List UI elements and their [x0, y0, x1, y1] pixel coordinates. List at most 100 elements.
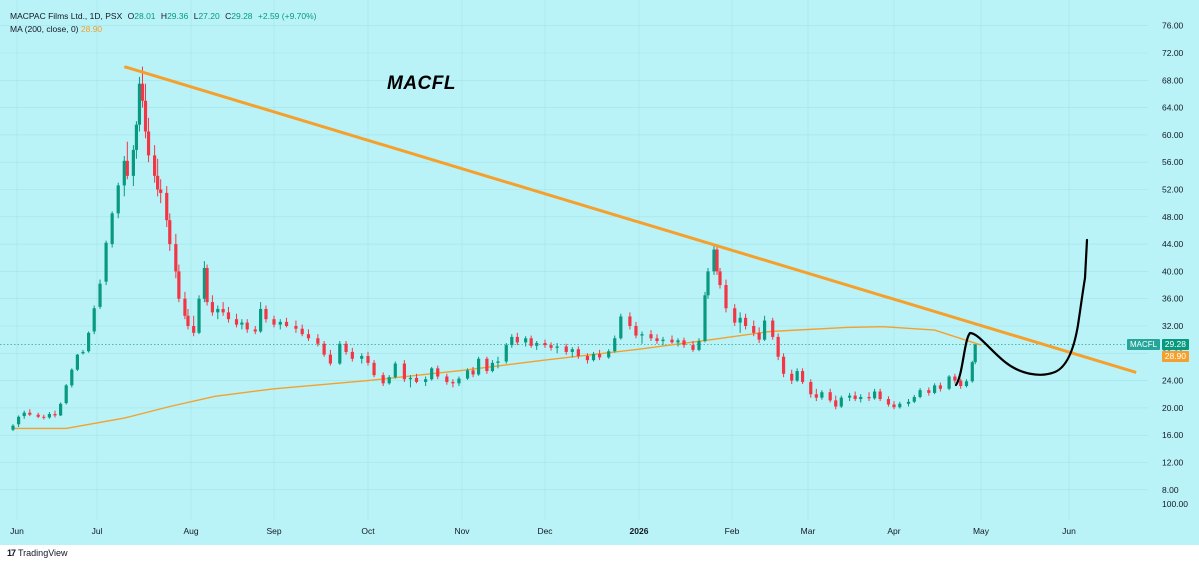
time-axis: Jun Jul Aug Sep Oct Nov Dec 2026 Feb Mar Apr May Jun [10, 526, 1076, 536]
candle-body [795, 371, 799, 381]
candle [131, 145, 135, 187]
candle [564, 343, 568, 355]
candle-body [933, 385, 937, 393]
candle-body [800, 371, 805, 382]
candle [724, 279, 728, 313]
candle [752, 320, 756, 337]
candle [465, 368, 470, 380]
candle [316, 334, 320, 347]
candle-body [576, 349, 580, 357]
price-tick-label: 32.00 [1162, 321, 1184, 331]
candle [17, 415, 21, 428]
candle [570, 347, 574, 358]
price-tick-label: 56.00 [1162, 157, 1184, 167]
candle-body [878, 391, 882, 400]
price-axis: 76.00 72.00 68.00 64.00 60.00 56.00 52.00 48.00… [1162, 21, 1188, 509]
candle [477, 356, 481, 376]
candle [676, 338, 680, 347]
candle-body [697, 341, 701, 350]
candle-body [634, 326, 638, 336]
candle [221, 302, 225, 316]
time-tick-label: Nov [454, 526, 470, 536]
candle-body [477, 358, 481, 375]
price-chart[interactable]: 76.00 72.00 68.00 64.00 60.00 56.00 52.00 48.00… [0, 0, 1199, 545]
candle-body [451, 381, 455, 384]
candle-body [159, 189, 163, 193]
candle [649, 330, 653, 342]
candle [42, 414, 46, 420]
candle-body [814, 394, 818, 398]
price-tick-label: 100.00 [1162, 499, 1188, 509]
candle [366, 351, 370, 366]
candle [22, 410, 26, 419]
candle [125, 141, 129, 180]
close-value: 29.28 [231, 11, 253, 21]
candle [306, 329, 311, 342]
candle-body [381, 375, 385, 384]
candle-body [22, 412, 26, 417]
candle-body [591, 353, 596, 361]
candle-body [457, 378, 461, 384]
candle [338, 341, 342, 365]
candle-body [11, 425, 15, 430]
candle [820, 390, 824, 400]
candle [886, 396, 891, 407]
candle [153, 145, 157, 183]
symbol-label: MACPAC Films Ltd., 1D, PSX [10, 11, 123, 21]
candle [682, 337, 686, 348]
candle [691, 341, 695, 352]
candle-body [691, 345, 695, 350]
candle [585, 353, 590, 364]
candle [53, 410, 57, 418]
candle [970, 360, 974, 383]
candle [613, 335, 617, 353]
candle [927, 387, 931, 396]
candle [259, 302, 263, 333]
candle [515, 332, 519, 346]
candle-body [240, 322, 244, 325]
candle-body [445, 376, 449, 382]
descending-trendline [123, 65, 1137, 374]
candle [143, 83, 148, 139]
candle [70, 368, 74, 388]
candle [402, 360, 406, 382]
candle [576, 346, 580, 359]
footer: 17 TradingView [0, 545, 1199, 562]
close-label: C [225, 11, 232, 21]
candle-body [738, 317, 742, 323]
candle-body [640, 334, 644, 336]
candle-body [524, 338, 528, 343]
time-tick-label: Jun [1062, 526, 1076, 536]
candle-body [613, 338, 617, 352]
candle-body [216, 308, 220, 313]
candle [116, 182, 120, 219]
candle-body [927, 390, 931, 393]
candle [451, 379, 455, 388]
candle [959, 378, 963, 389]
candle-body [174, 244, 178, 272]
tradingview-logo[interactable]: 17 TradingView [7, 548, 68, 558]
candle [183, 291, 187, 320]
candle [814, 388, 818, 402]
candle [781, 353, 786, 378]
candle-body [485, 358, 489, 372]
candle [933, 383, 937, 395]
candle-body [496, 361, 500, 363]
candle [226, 306, 231, 323]
candle [28, 409, 32, 417]
tradingview-logo-icon: 17 [7, 548, 16, 558]
candle-body [757, 332, 761, 340]
candle [168, 213, 172, 251]
candle [853, 391, 857, 402]
candle [771, 317, 775, 340]
candle-body [543, 343, 547, 346]
chart-area[interactable]: 76.00 72.00 68.00 64.00 60.00 56.00 52.00 48.00… [0, 0, 1199, 545]
candle-body [781, 356, 786, 374]
candle [174, 233, 178, 279]
candle [272, 315, 276, 328]
candle [762, 315, 767, 342]
candle-body [465, 370, 470, 379]
candle-body [743, 317, 748, 326]
candle-body [92, 308, 96, 332]
candle [408, 375, 413, 388]
